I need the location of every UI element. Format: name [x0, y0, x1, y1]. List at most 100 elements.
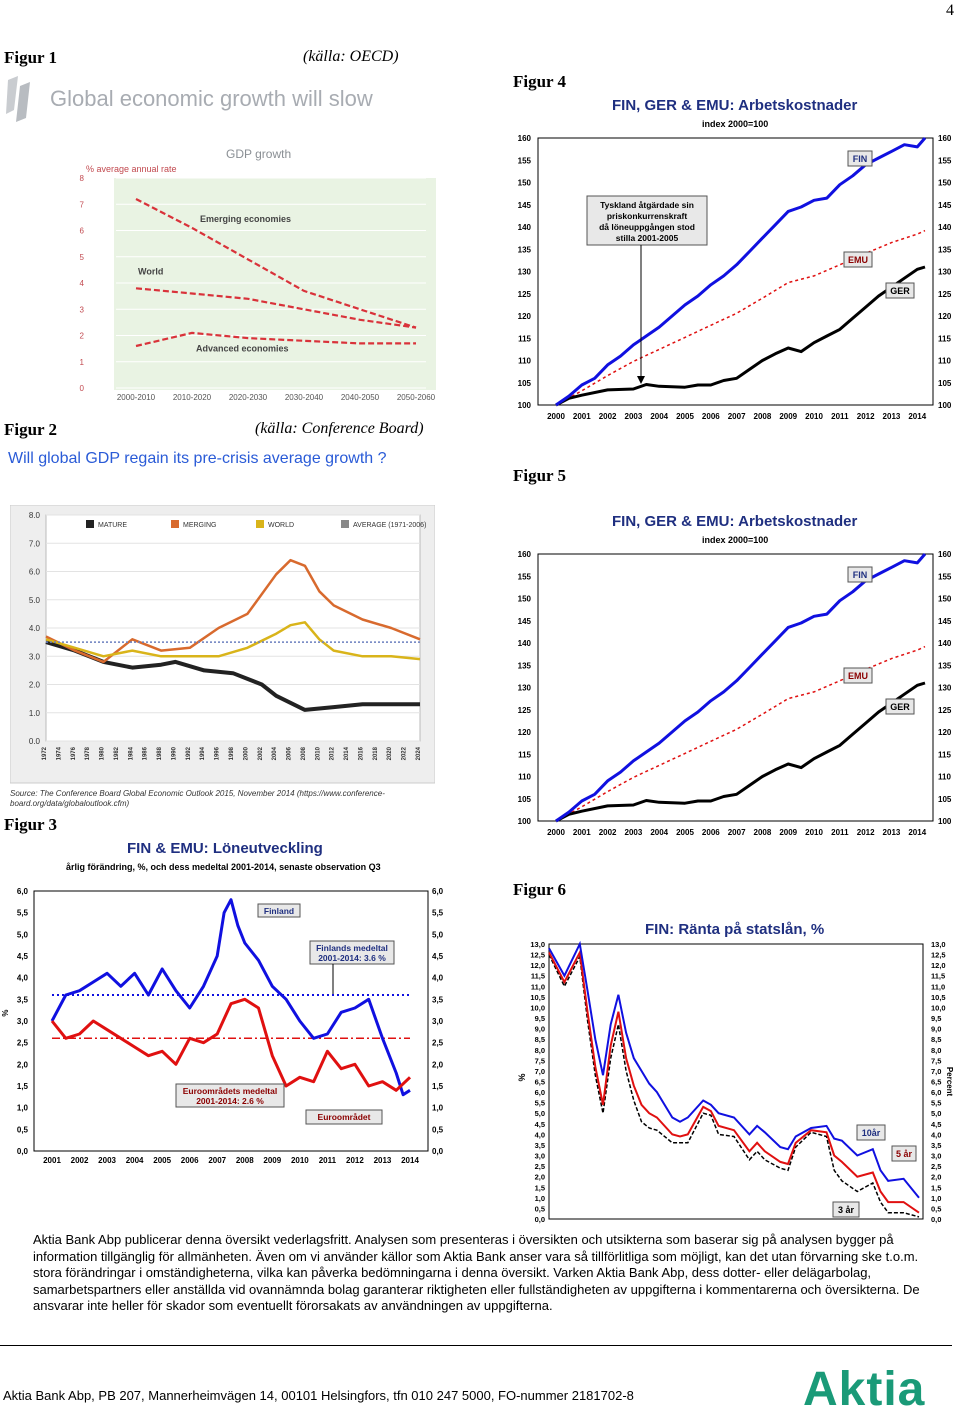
fig1-ytick: 5 [80, 253, 85, 262]
fig5-ytick-left: 105 [518, 795, 532, 804]
fig6-10y-label-text: 10år [862, 1128, 881, 1138]
fig1-xtick: 2030-2040 [285, 393, 324, 400]
fig6-ytick-left: 1,0 [535, 1194, 545, 1203]
fig4-ytick-left: 130 [518, 268, 532, 277]
fig3-ytick-right: 1,5 [432, 1082, 444, 1091]
fig2-xtick: 1982 [114, 746, 120, 760]
fig1-xtick: 2010-2020 [173, 393, 212, 400]
fig3-ytick-right: 5,0 [432, 930, 444, 939]
fig1-subtitle: GDP growth [226, 147, 291, 161]
fig2-xtick: 2012 [330, 746, 336, 760]
fig2-ytick: 8.0 [29, 511, 41, 520]
fig2-xtick: 2022 [402, 746, 408, 760]
fig1-ytick: 6 [80, 227, 85, 236]
fig6-ytick-right: 0,0 [931, 1215, 941, 1224]
fig1-xtick: 2040-2050 [341, 393, 380, 400]
fig4-plot: 100 100 105 105 110 110 115 115 120 120 125 125 130 1… [518, 134, 952, 421]
fig2-label: Figur 2 [4, 420, 58, 439]
fig4-chart: 100 100 105 105 110 110 115 115 120 120 125 125 130 1… [518, 134, 952, 421]
fig5-xtick: 2011 [831, 828, 849, 837]
fig6-title: FIN: Ränta på statslån, % [645, 921, 825, 938]
fig3-fin-avg-label-text: 2001-2014: 3.6 % [318, 953, 386, 963]
fig5-ytick-left: 115 [518, 750, 531, 759]
fig1-xtick: 2050-2060 [397, 393, 436, 400]
fig6-ytick-left: 10,0 [530, 1003, 545, 1012]
fig1-yaxis-label: % average annual rate [86, 164, 177, 174]
fig2-legend-text: MATURE [98, 522, 127, 529]
fig6-label: Figur 6 [513, 880, 567, 899]
fig6-ytick-right: 7,5 [931, 1056, 941, 1065]
fig3-ytick-right: 5,5 [432, 909, 444, 918]
fig5-xtick: 2004 [650, 828, 668, 837]
fig2-ytick: 2.0 [29, 681, 41, 690]
fig4-ytick-left: 125 [518, 290, 532, 299]
fig4-annotation-text: priskonkurrenskraft [607, 211, 687, 221]
fig6-ytick-right: 6,0 [931, 1088, 941, 1097]
fig3-ytick-left: 2,5 [17, 1039, 29, 1048]
fig6-ytick-left: 11,0 [531, 982, 545, 991]
fig4-ytick-left: 140 [518, 223, 532, 232]
fig5-subtitle: index 2000=100 [702, 535, 769, 545]
fig6-ytick-right: 5,0 [931, 1109, 941, 1118]
fig5-ytick-left: 110 [518, 773, 531, 782]
fig2-xtick: 1978 [85, 746, 91, 760]
fig6-ytick-left: 6,5 [535, 1078, 545, 1087]
fig2-source: (källa: Conference Board) [255, 420, 424, 437]
fig5-ytick-right: 115 [938, 750, 951, 759]
fig4-annotation-arrowhead [637, 376, 645, 384]
fig5-xtick: 2003 [625, 828, 643, 837]
fig4-emu-label-box [843, 251, 873, 268]
fig5-ytick-right: 110 [938, 773, 951, 782]
fig2-chart: 0.0 1.0 2.0 3.0 4.0 5.0 6.0 7.0 8.0 1972 1974 1976 1… [9, 504, 436, 784]
fig5-fin-line [555, 553, 927, 823]
fig4-xtick: 2009 [779, 412, 797, 421]
fig3-ytick-left: 4,0 [17, 974, 29, 983]
fig5-ytick-left: 100 [518, 817, 532, 826]
fig4-fin-label-box [847, 150, 873, 167]
fig6-ytick-left: 6,0 [535, 1088, 545, 1097]
fig5-ytick-right: 160 [938, 550, 952, 559]
fig6-ytick-right: 11,5 [931, 972, 945, 981]
fig5-label: Figur 5 [513, 466, 567, 485]
fig6-ytick-left: 13,0 [530, 940, 545, 949]
fig3-ytick-left: 4,5 [17, 952, 29, 961]
fig3-finland-line [50, 898, 411, 1097]
fig6-ytick-right: 10,0 [931, 1003, 946, 1012]
fig6-chart: 0,0 0,00,5 0,51,0 1,01,5 1,52,0 2,02,5 2,53,0 3… [517, 940, 954, 1224]
fig1-label: Figur 1 [4, 48, 58, 67]
fig1-title: Global economic growth will slow [50, 86, 373, 111]
fig4-fin-line [555, 137, 927, 407]
fig1-logo-icon [6, 76, 30, 122]
fig4-xtick: 2014 [908, 412, 926, 421]
fig4-xtick: 2005 [676, 412, 694, 421]
fig4-ytick-left: 135 [518, 245, 532, 254]
fig6-ytick-left: 2,5 [535, 1162, 545, 1171]
fig5-ytick-left: 160 [518, 550, 532, 559]
fig2-series-line [45, 558, 421, 664]
fig3-xtick: 2014 [401, 1156, 419, 1165]
fig5-title: FIN, GER & EMU: Arbetskostnader [612, 513, 858, 530]
fig4-plot-frame [537, 137, 934, 406]
fig4-ytick-left: 160 [518, 134, 532, 143]
fig3-emu-label-text: Euroområdet [318, 1112, 371, 1122]
fig5-ytick-right: 135 [938, 661, 952, 670]
fig6-ytick-right: 9,5 [931, 1014, 941, 1023]
fig2-ytick: 3.0 [29, 652, 41, 661]
fig4-ytick-right: 110 [938, 357, 951, 366]
fig3-ytick-right: 4,5 [432, 952, 444, 961]
fig3-ytick-right: 0,0 [432, 1147, 444, 1156]
fig6-ytick-left: 4,0 [535, 1130, 545, 1139]
fig3-ytick-right: 2,5 [432, 1039, 444, 1048]
fig4-subtitle: index 2000=100 [702, 119, 769, 129]
fig5-ytick-right: 100 [938, 817, 952, 826]
fig1-chart-panel: Global economic growth will slow GDP gro… [6, 70, 436, 402]
fig3-ytick-right: 2,0 [432, 1060, 444, 1069]
fig2-ytick: 5.0 [29, 596, 41, 605]
fig6-ytick-right: 1,5 [931, 1183, 941, 1192]
fig6-ytick-right: 13,0 [931, 940, 946, 949]
fig3-xtick: 2008 [236, 1156, 254, 1165]
fig4-xtick: 2008 [754, 412, 772, 421]
fig6-ytick-left: 7,0 [535, 1067, 545, 1076]
fig2-ytick: 6.0 [29, 568, 41, 577]
fig2-ytick: 0.0 [29, 737, 41, 746]
